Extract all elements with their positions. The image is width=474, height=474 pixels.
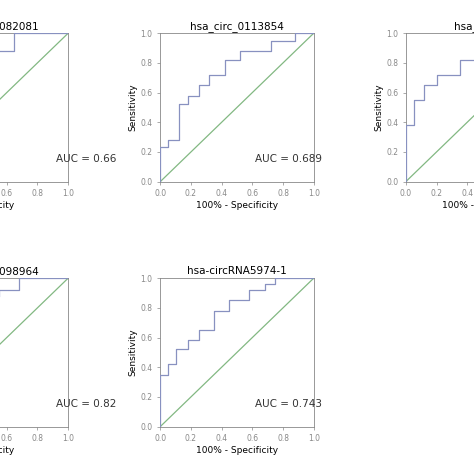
Title: hsa_circ_0082081: hsa_circ_0082081 [0, 21, 38, 32]
Title: hsa_circ_...: hsa_circ_... [454, 21, 474, 32]
X-axis label: 100% - Specificity: 100% - Specificity [441, 201, 474, 210]
Y-axis label: Sensitivity: Sensitivity [129, 83, 138, 131]
Text: AUC = 0.82: AUC = 0.82 [56, 399, 116, 409]
Text: AUC = 0.689: AUC = 0.689 [255, 154, 322, 164]
X-axis label: 100% - Specificity: 100% - Specificity [196, 446, 278, 455]
Title: hsa-circRNA5974-1: hsa-circRNA5974-1 [187, 266, 287, 276]
Y-axis label: Sensitivity: Sensitivity [374, 83, 383, 131]
Title: hsa_circ_0113854: hsa_circ_0113854 [190, 21, 284, 32]
Y-axis label: Sensitivity: Sensitivity [129, 328, 138, 376]
X-axis label: Specificity: Specificity [0, 201, 15, 210]
X-axis label: 100% - Specificity: 100% - Specificity [196, 201, 278, 210]
Text: AUC = 0.66: AUC = 0.66 [56, 154, 116, 164]
Text: AUC = 0.743: AUC = 0.743 [255, 399, 322, 409]
Title: hsa_circ_0098964: hsa_circ_0098964 [0, 266, 38, 277]
X-axis label: Specificity: Specificity [0, 446, 15, 455]
